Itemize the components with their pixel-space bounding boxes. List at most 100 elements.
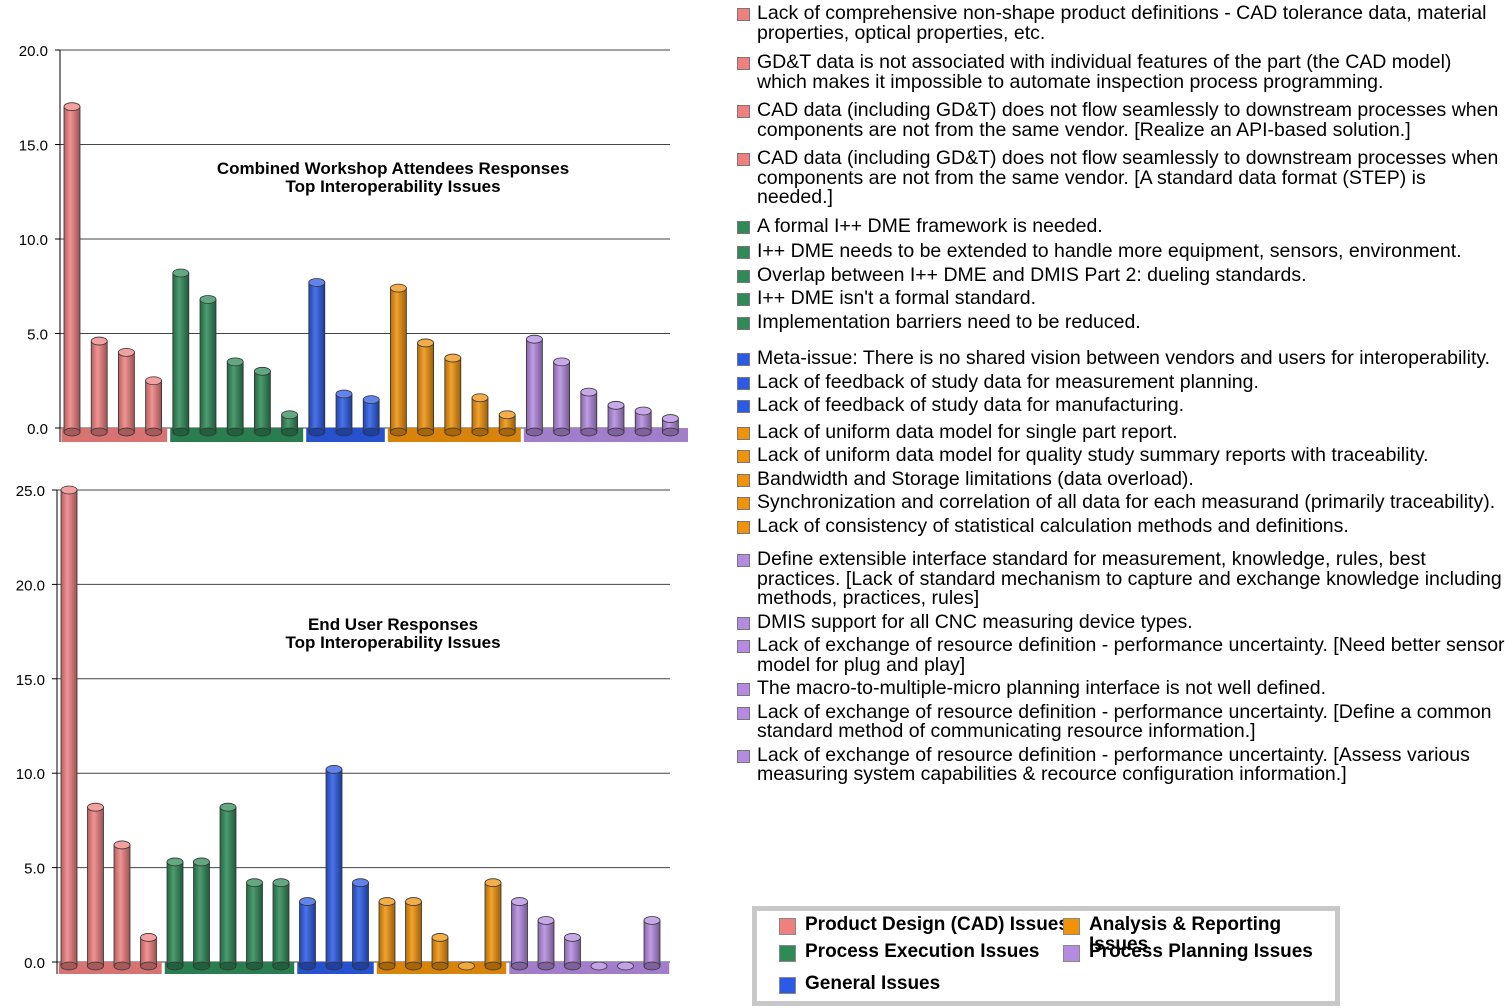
issue-text: Lack of feedback of study data for measu…	[757, 370, 1259, 393]
issue-swatch-planning	[737, 640, 750, 653]
bar	[299, 901, 316, 967]
category-key: Product Design (CAD) Issues Process Exec…	[752, 906, 1340, 1006]
key-label-analysis: Analysis & Reporting Issues	[1089, 914, 1282, 955]
issue-swatch-cad	[737, 153, 750, 166]
bar-top-cap	[580, 387, 598, 397]
bar	[118, 351, 135, 433]
issue-text: Implementation barriers need to be reduc…	[757, 310, 1141, 333]
bar	[511, 901, 528, 967]
y-tick-label: 10.0	[16, 766, 45, 783]
bar-base-cap	[498, 427, 516, 437]
issue-swatch-execution	[737, 246, 750, 259]
bar-top-cap	[553, 357, 570, 367]
issue-text: I++ DME needs to be extended to handle m…	[757, 240, 1462, 262]
y-tick-label: 15.0	[19, 138, 48, 155]
issue-text: Lack of uniform data model for quality s…	[757, 444, 1429, 466]
bar-base-cap	[378, 961, 396, 971]
issue-swatch-analysis	[737, 426, 750, 440]
issue-swatch-planning	[737, 554, 750, 567]
issue-swatch-planning	[737, 749, 750, 763]
bar-top-cap	[118, 347, 135, 357]
key-swatch-general	[779, 977, 796, 994]
bar-top-cap	[226, 357, 244, 367]
bar-top-cap	[199, 295, 217, 304]
issue-text: Lack of exchange of resource definition …	[757, 743, 1470, 785]
bar-top-cap	[145, 376, 163, 386]
bar	[60, 489, 78, 967]
bar-top-cap	[378, 897, 396, 906]
bar-base-cap	[193, 961, 210, 971]
bar	[90, 340, 108, 433]
bar	[308, 282, 326, 433]
bar-top-cap	[643, 916, 661, 925]
bar-top-cap	[511, 897, 528, 906]
issue-swatch-planning	[737, 616, 750, 630]
bar-base-cap	[553, 427, 570, 437]
issue-item: Lack of comprehensive non-shape product …	[733, 3, 1505, 43]
key-item-general: General Issues	[779, 974, 940, 994]
bar-base-cap	[537, 961, 555, 971]
issue-item: Overlap between I++ DME and DMIS Part 2:…	[733, 265, 1505, 286]
bar-top-cap	[90, 336, 108, 346]
bar	[166, 861, 184, 967]
chart-1: 0.0 5.0 10.0 15.0 20.0 Combined Workshop Atte…	[19, 43, 688, 442]
bar-top-cap	[87, 802, 104, 812]
bar-top-cap	[431, 933, 449, 942]
issue-swatch-execution	[737, 316, 750, 330]
bar-top-cap	[219, 802, 237, 812]
bar-top-cap	[140, 933, 157, 942]
bar-base-cap	[431, 961, 449, 971]
issue-text: Bandwidth and Storage limitations (data …	[757, 467, 1194, 490]
issue-swatch-execution	[737, 269, 750, 283]
bar	[113, 844, 131, 967]
bar-top-cap	[281, 410, 299, 420]
issue-text: A formal I++ DME framework is needed.	[757, 214, 1103, 237]
key-swatch-analysis	[1063, 918, 1080, 935]
bar-top-cap	[662, 414, 679, 423]
bar-base-cap	[145, 427, 163, 437]
bar-base-cap	[199, 427, 217, 437]
bar-top-cap	[335, 389, 353, 399]
bar-base-cap	[113, 961, 131, 971]
bar-base-cap	[484, 961, 502, 971]
bar	[193, 861, 210, 967]
bar-top-cap	[272, 878, 290, 888]
issue-text: Lack of exchange of resource definition …	[757, 700, 1492, 742]
issue-item: A formal I++ DME framework is needed.	[733, 214, 1505, 237]
issue-swatch-analysis	[737, 450, 750, 463]
bar	[253, 370, 271, 433]
bar-base-cap	[352, 961, 369, 971]
bar-zero	[590, 961, 608, 971]
bar-zero	[617, 961, 634, 971]
issue-text: DMIS support for all CNC measuring devic…	[757, 610, 1193, 633]
issue-item: Lack of exchange of resource definition …	[733, 700, 1505, 742]
key-item-analysis: Analysis & Reporting Issues	[1063, 914, 1335, 955]
bar-top-cap	[253, 366, 271, 376]
y-tick-label: 20.0	[16, 577, 45, 594]
bar	[226, 361, 244, 433]
issue-swatch-planning	[737, 706, 750, 720]
bar-base-cap	[63, 427, 81, 437]
issue-text: Define extensible interface standard for…	[757, 548, 1502, 609]
bar-top-cap	[60, 485, 78, 495]
issue-item: Lack of feedback of study data for manuf…	[733, 395, 1505, 416]
issue-item: Lack of exchange of resource definition …	[733, 635, 1505, 675]
issue-text: CAD data (including GD&T) does not flow …	[757, 99, 1499, 141]
bar-base-cap	[511, 961, 528, 971]
y-tick-label: 10.0	[19, 232, 48, 249]
issue-swatch-cad	[737, 8, 750, 21]
key-label-planning: Process Planning Issues	[1089, 941, 1313, 962]
issue-swatch-general	[737, 376, 750, 390]
bar	[172, 272, 190, 433]
bar-top-cap	[484, 878, 502, 888]
bar-base-cap	[166, 961, 184, 971]
bar-top-cap	[325, 765, 343, 774]
issue-swatch-cad	[737, 57, 750, 70]
bar-base-cap	[335, 427, 353, 437]
bar-top-cap	[352, 878, 369, 888]
bar-top-cap	[172, 268, 190, 278]
bar-base-cap	[60, 961, 78, 971]
key-label-execution: Process Execution Issues	[805, 941, 1040, 962]
base-plate-cad	[58, 962, 162, 974]
bar	[389, 287, 407, 433]
